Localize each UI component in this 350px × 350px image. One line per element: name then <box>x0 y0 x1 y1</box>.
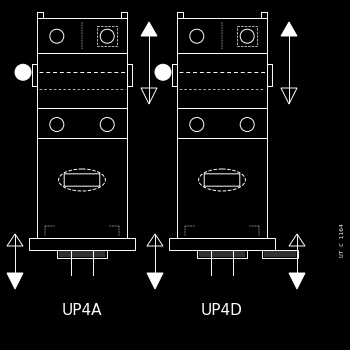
Polygon shape <box>7 234 23 246</box>
Polygon shape <box>281 88 297 104</box>
Polygon shape <box>7 273 23 289</box>
Bar <box>57 250 107 258</box>
Polygon shape <box>289 273 305 289</box>
Bar <box>177 18 267 53</box>
Bar <box>172 64 177 86</box>
Polygon shape <box>281 22 297 36</box>
Bar <box>169 238 275 250</box>
Circle shape <box>155 64 171 80</box>
Bar <box>177 53 267 108</box>
Polygon shape <box>289 234 305 246</box>
Bar <box>267 64 272 86</box>
Bar <box>97 26 117 46</box>
Bar <box>262 250 298 258</box>
Bar <box>32 64 37 86</box>
Bar <box>237 26 257 46</box>
Bar <box>37 108 127 138</box>
Bar <box>37 18 127 53</box>
Text: UP4D: UP4D <box>201 303 243 318</box>
Bar <box>37 53 127 108</box>
Polygon shape <box>147 234 163 246</box>
Circle shape <box>15 64 31 80</box>
Bar <box>177 108 267 138</box>
Bar <box>127 64 132 86</box>
Polygon shape <box>141 88 157 104</box>
Text: UT C 1164: UT C 1164 <box>341 223 345 257</box>
Bar <box>37 138 127 238</box>
Bar <box>177 138 267 238</box>
Text: UP4A: UP4A <box>62 303 102 318</box>
Polygon shape <box>147 273 163 289</box>
Bar <box>29 238 135 250</box>
Bar <box>197 250 247 258</box>
Polygon shape <box>141 22 157 36</box>
